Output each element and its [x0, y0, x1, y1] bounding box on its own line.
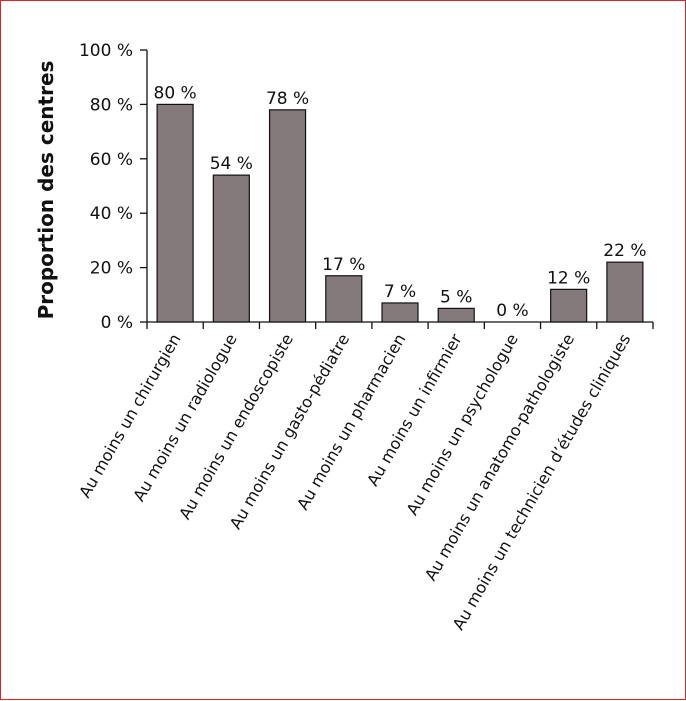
data-label: 7 % — [384, 282, 416, 302]
y-tick-label: 40 % — [90, 204, 133, 224]
data-label: 80 % — [154, 83, 197, 103]
bars — [156, 103, 644, 323]
y-tick-label: 20 % — [90, 259, 133, 279]
bar — [550, 288, 588, 323]
bar — [606, 261, 644, 323]
category-label: Au moins un chirurgien — [75, 331, 184, 501]
category-label: Au moins un radiologue — [129, 331, 240, 505]
y-tick-label: 80 % — [90, 95, 133, 115]
bar — [381, 302, 419, 323]
data-label: 22 % — [603, 241, 646, 261]
data-labels: 80 % 54 % 78 % 17 % 7 % 5 % 0 % 12 % 22 % — [154, 83, 647, 321]
data-label: 12 % — [547, 268, 590, 288]
data-label: 78 % — [266, 89, 309, 109]
bar — [437, 307, 475, 323]
bar — [156, 103, 194, 323]
y-tick-label: 60 % — [90, 150, 133, 170]
bar — [268, 109, 307, 323]
y-tick-label: 100 % — [79, 41, 133, 61]
data-label: 5 % — [440, 287, 472, 307]
y-tick-label: 0 % — [101, 313, 133, 333]
data-label: 54 % — [210, 154, 253, 174]
bar — [325, 275, 363, 323]
category-label: Au moins un pharmacien — [293, 331, 409, 514]
category-label: Au moins un endoscopiste — [175, 331, 297, 523]
bar — [212, 174, 250, 323]
category-label: Au moins un psychologue — [402, 331, 521, 519]
data-label: 0 % — [496, 301, 528, 321]
y-axis-label: Proportion des centres — [34, 61, 58, 320]
data-label: 17 % — [322, 255, 365, 275]
